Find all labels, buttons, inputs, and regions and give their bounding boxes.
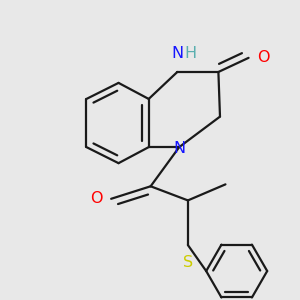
Text: O: O	[258, 50, 270, 65]
Text: N: N	[173, 141, 185, 156]
Text: H: H	[184, 46, 196, 61]
Text: O: O	[90, 191, 102, 206]
Text: N: N	[171, 46, 183, 61]
Text: S: S	[183, 255, 193, 270]
